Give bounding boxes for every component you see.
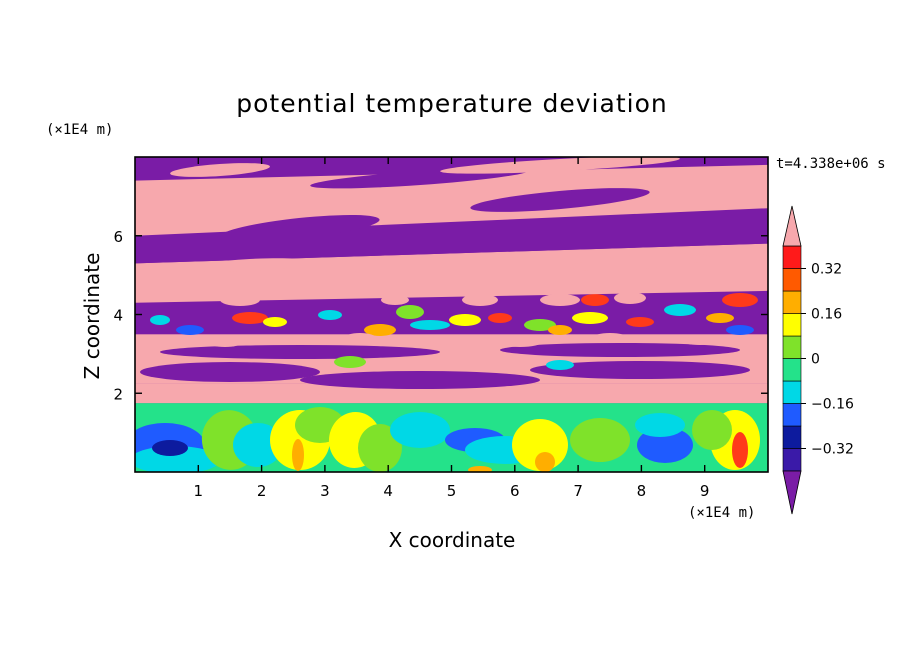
y-tick-label-6: 6	[113, 228, 123, 246]
time-label: t=4.338e+06 s	[776, 156, 886, 172]
y-axis: 2 4 6	[113, 228, 768, 403]
mid-purple-4	[160, 345, 440, 359]
mixed-filament-27	[614, 292, 646, 304]
x-unit-label: (×1E4 m)	[688, 505, 755, 521]
lower-orange-4	[468, 466, 492, 472]
colorbar-label-1: 0.32	[811, 262, 842, 278]
lower-green-5	[692, 410, 732, 450]
mid-red-patch	[722, 293, 758, 307]
mid-red-patch-2	[581, 294, 609, 306]
upper-pink-streak-3	[190, 258, 310, 272]
mixed-filament-9	[548, 325, 572, 335]
mid-purple-5	[500, 343, 740, 357]
mixed-filament-1	[232, 312, 268, 324]
x-axis: 1 2 3 4 5 6 7 8 9	[194, 157, 710, 500]
x-axis-label: X coordinate	[389, 528, 516, 552]
mixed-filament-23	[726, 325, 754, 335]
colorbar-bottom-arrow	[782, 470, 802, 515]
colorbar-label-2: 0.16	[811, 307, 842, 323]
band-pink-2	[135, 164, 768, 236]
y-tick-label-2: 2	[113, 385, 123, 403]
mixed-filament-12	[664, 304, 696, 316]
upper-pink-streak-1	[440, 157, 680, 174]
heatmap-field	[135, 157, 768, 472]
lower-orange-2	[535, 452, 555, 472]
mixed-filament-16	[318, 310, 342, 320]
colorbar-segment-9	[782, 268, 802, 292]
mixed-filament-4	[396, 305, 424, 319]
lower-navy-left	[152, 440, 188, 456]
x-tick-label-3: 3	[320, 482, 330, 500]
lower-green-4	[570, 418, 630, 462]
colorbar-label-4: −0.16	[811, 397, 854, 413]
colorbar-segment-6	[782, 335, 802, 359]
colorbar-top-arrow	[782, 205, 802, 247]
mid-purple-2	[300, 371, 540, 389]
mixed-filament-7	[488, 313, 512, 323]
colorbar-segment-2	[782, 425, 802, 449]
x-tick-label-8: 8	[637, 482, 647, 500]
mixed-filament-25	[462, 294, 498, 306]
colorbar-segment-5	[782, 358, 802, 382]
colorbar-label-5: −0.32	[811, 442, 854, 458]
x-tick-label-9: 9	[700, 482, 710, 500]
mixed-filament-3	[364, 324, 396, 336]
lower-cyan-3	[390, 412, 450, 448]
colorbar-segment-7	[782, 313, 802, 337]
band-purple-1	[135, 208, 768, 264]
mixed-filament-15	[176, 325, 204, 335]
mid-purple-3	[530, 361, 750, 379]
mixed-filament-17	[344, 333, 376, 343]
upper-purple-streak-2	[470, 188, 650, 212]
colorbar-segment-3	[782, 403, 802, 427]
mixed-filament-14	[150, 315, 170, 325]
upper-pink-streak-4	[570, 253, 710, 271]
mid-cyan-patch	[546, 360, 574, 370]
colorbar-segment-1	[782, 448, 802, 472]
lower-cyan-2	[233, 423, 283, 467]
mixed-filament-6	[449, 314, 481, 326]
mid-purple-1	[140, 362, 320, 382]
x-tick-label-2: 2	[257, 482, 267, 500]
upper-purple-streak-1	[220, 215, 380, 241]
mid-green-patch	[334, 356, 366, 368]
lower-cyan-right	[635, 413, 685, 437]
mixed-filament-22	[207, 337, 243, 347]
mixed-filament-21	[680, 335, 720, 345]
mixed-filament-11	[626, 317, 654, 327]
x-tick-label-5: 5	[447, 482, 457, 500]
y-tick-label-4: 4	[113, 307, 123, 325]
mixed-filament-5	[410, 320, 450, 330]
mixed-filament-20	[592, 333, 628, 343]
x-tick-label-1: 1	[194, 482, 204, 500]
colorbar: 0.32 0.16 0 −0.16 −0.32	[782, 205, 854, 515]
mixed-filament-19	[498, 337, 542, 347]
colorbar-segment-4	[782, 380, 802, 404]
colorbar-segment-8	[782, 290, 802, 314]
mixed-filament-26	[540, 294, 580, 306]
x-tick-label-7: 7	[573, 482, 583, 500]
lower-green-3	[358, 424, 402, 472]
lower-orange-3	[732, 432, 748, 468]
upper-pink-streak-2	[170, 163, 270, 177]
mixed-filament-13	[706, 313, 734, 323]
mixed-filament-10	[572, 312, 608, 324]
y-unit-label: (×1E4 m)	[46, 122, 113, 138]
colorbar-label-3: 0	[811, 352, 820, 368]
mixed-filament-2	[263, 317, 287, 327]
colorbar-segment-10	[782, 245, 802, 269]
x-tick-label-4: 4	[383, 482, 393, 500]
lower-orange-1	[292, 439, 304, 471]
x-tick-label-6: 6	[510, 482, 520, 500]
chart-title: potential temperature deviation	[236, 89, 667, 118]
mixed-filament-8	[524, 319, 556, 331]
mixed-filament-18	[430, 335, 470, 345]
y-axis-label: Z coordinate	[80, 253, 104, 380]
band-pink-low	[135, 383, 768, 404]
